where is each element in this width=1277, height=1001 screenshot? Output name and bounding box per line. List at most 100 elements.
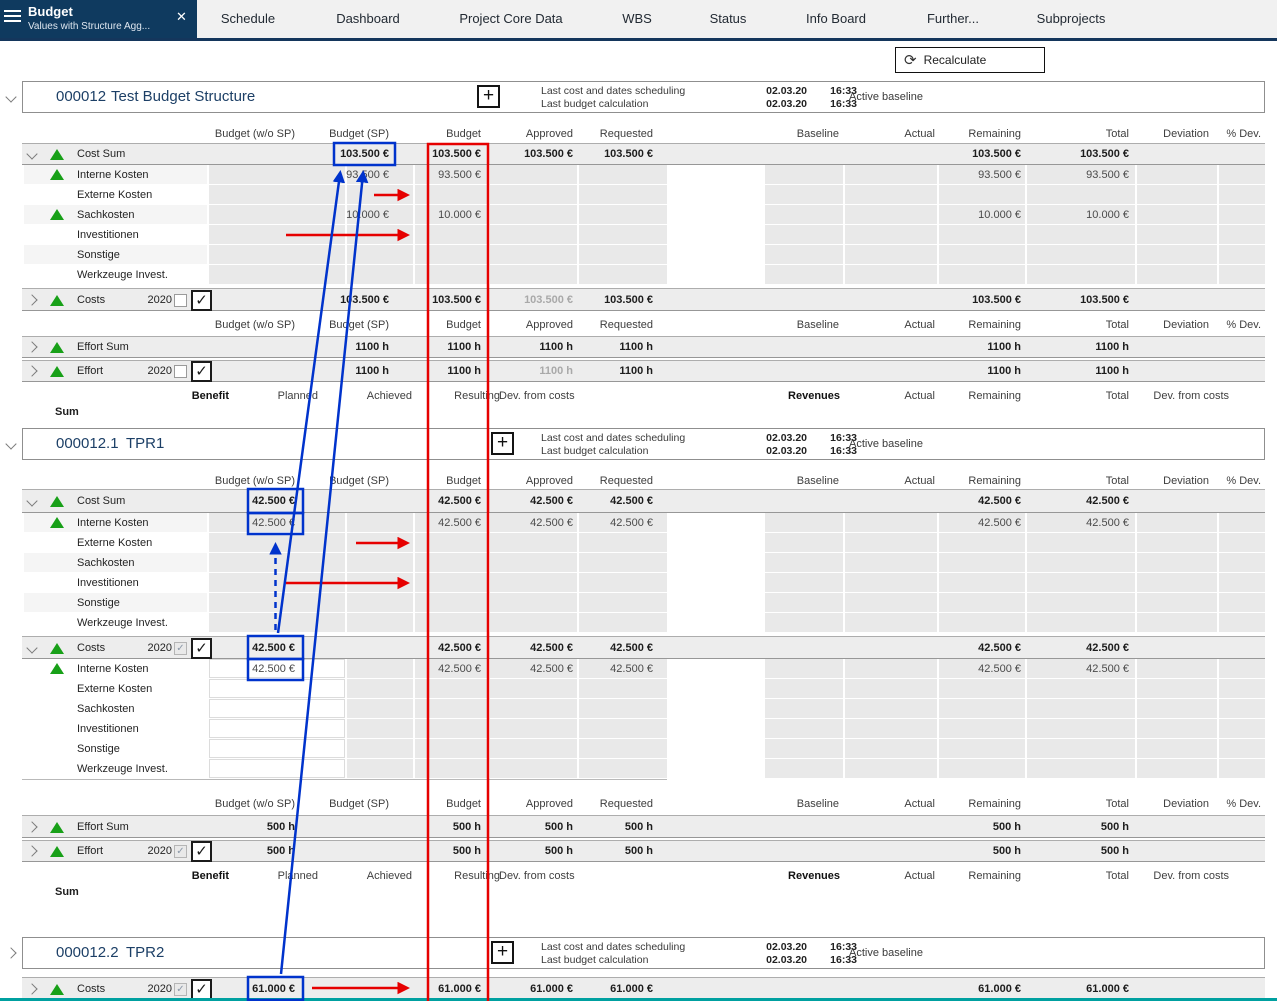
column-header-total: Total	[1105, 474, 1129, 487]
row-expand-chevron[interactable]	[26, 845, 38, 857]
cell-remaining: 93.500 €	[978, 169, 1021, 181]
cell-total: 103.500 €	[1080, 148, 1129, 160]
project-expand-chevron[interactable]	[5, 91, 17, 103]
row-expand-chevron[interactable]	[26, 495, 38, 507]
year-checkbox[interactable]: ✓	[191, 637, 212, 659]
year-checkbox[interactable]: ✓	[191, 841, 212, 862]
small-checkbox[interactable]: ✓	[174, 982, 187, 996]
small-checkbox[interactable]: ✓	[174, 641, 187, 655]
menu-icon[interactable]	[4, 10, 22, 25]
row-expand-chevron[interactable]	[26, 341, 38, 353]
row-sachkosten[interactable]: Sachkosten	[22, 553, 1265, 573]
row-cost-sum[interactable]: Cost Sum 42.500 € 42.500 € 42.500 € 42.500 €…	[22, 489, 1265, 513]
project-header-000012-1[interactable]: 000012.1 TPR1 + Last cost and dates schedul…	[22, 428, 1265, 460]
row-effort-2020[interactable]: Effort 2020 ✓ ✓ 500 h 500 h 500 h 500 h 500 h 500…	[22, 840, 1265, 862]
tab-schedule[interactable]: Schedule	[220, 11, 276, 26]
cell-remaining: 1100 h	[987, 365, 1021, 377]
row-investitionen[interactable]: Investitionen	[22, 225, 1265, 245]
row-expand-chevron[interactable]	[26, 293, 38, 306]
small-checkbox[interactable]: ✓	[174, 845, 187, 858]
cell-budget: 103.500 €	[432, 293, 481, 306]
tab-subprojects[interactable]: Subprojects	[1036, 11, 1106, 26]
row-label: Investitionen	[77, 723, 139, 735]
row-year: 2020	[147, 982, 172, 995]
cell-sp: 10.000 €	[346, 209, 389, 221]
project-expand-chevron[interactable]	[5, 438, 17, 450]
benefit-header-actual: Actual	[904, 390, 935, 402]
row-werkzeuge-invest[interactable]: Werkzeuge Invest.	[22, 613, 1265, 633]
row-year: 2020	[147, 293, 172, 306]
project-header-000012-2[interactable]: 000012.2 TPR2 + Last cost and dates schedul…	[22, 937, 1265, 969]
cell-approved: 1100 h	[539, 365, 573, 377]
row-investitionen[interactable]: Investitionen	[22, 719, 1265, 739]
trend-up-triangle-icon	[50, 517, 64, 528]
tab-project-core-data[interactable]: Project Core Data	[459, 11, 563, 26]
tab-wbs[interactable]: WBS	[622, 11, 652, 26]
row-expand-chevron[interactable]	[26, 982, 38, 995]
add-button[interactable]: +	[477, 85, 500, 108]
row-interne-kosten[interactable]: Interne Kosten 93.500 € 93.500 € 93.500 € 93…	[22, 165, 1265, 185]
row-sonstige[interactable]: Sonstige	[22, 245, 1265, 265]
project-id: 000012	[56, 88, 107, 105]
sum-label: Sum	[55, 406, 79, 418]
row-expand-chevron[interactable]	[26, 820, 38, 833]
add-button[interactable]: +	[491, 432, 514, 455]
row-effort-sum[interactable]: Effort Sum 500 h 500 h 500 h 500 h 500 h 500 h	[22, 815, 1265, 838]
row-sonstige[interactable]: Sonstige	[22, 593, 1265, 613]
column-header-baseline: Baseline	[796, 318, 839, 331]
cell-sp: 1100 h	[355, 341, 389, 353]
cell-approved: 42.500 €	[530, 495, 573, 507]
project-header-000012[interactable]: 000012 Test Budget Structure + Last cost an…	[22, 81, 1265, 113]
column-header-sp: Budget (SP)	[329, 318, 389, 331]
row-costs-2020[interactable]: Costs 2020 ✓ ✓ 61.000 €61.000 €61.000 €61.00…	[22, 977, 1265, 1000]
tab-dashboard[interactable]: Dashboard	[336, 11, 400, 26]
row-sonstige[interactable]: Sonstige	[22, 739, 1265, 759]
row-interne-kosten[interactable]: Interne Kosten 42.500 € 42.500 € 42.500 € 42…	[22, 659, 1265, 679]
row-expand-chevron[interactable]	[26, 365, 38, 377]
close-icon[interactable]: ✕	[176, 9, 187, 24]
row-sachkosten[interactable]: Sachkosten 10.000 € 10.000 € 10.000 € 10.000…	[22, 205, 1265, 225]
row-werkzeuge-invest[interactable]: Werkzeuge Invest.	[22, 265, 1265, 285]
column-header-remaining: Remaining	[968, 474, 1021, 487]
recalculate-button[interactable]: ⟳ Recalculate	[895, 47, 1045, 73]
column-header-remaining: Remaining	[968, 127, 1021, 140]
benefit-header-row: Benefit Planned Achieved Resulting Dev. from…	[22, 868, 1265, 884]
row-effort-sum[interactable]: Effort Sum 1100 h 1100 h 1100 h 1100 h 1100 h…	[22, 336, 1265, 358]
small-checkbox[interactable]	[174, 365, 187, 378]
tab-budget-active[interactable]: Budget Values with Structure Agg... ✕	[0, 0, 197, 38]
row-werkzeuge-invest[interactable]: Werkzeuge Invest.	[22, 759, 1265, 779]
benefit-header-revenues: Revenues	[788, 390, 840, 402]
cell-sp: 93.500 €	[346, 169, 389, 181]
benefit-header-planned: Planned	[277, 870, 318, 882]
cell-wosp: 42.500 €	[252, 517, 295, 529]
info-time: 16:33	[830, 941, 857, 953]
row-interne-kosten[interactable]: Interne Kosten 42.500 € 42.500 € 42.500 € 42…	[22, 513, 1265, 533]
row-externe-kosten[interactable]: Externe Kosten	[22, 185, 1265, 205]
project-expand-chevron[interactable]	[5, 947, 17, 959]
row-costs-2020[interactable]: Costs 2020 ✓ ✓ 42.500 €42.500 €42.500 €42.50…	[22, 636, 1265, 659]
info-date: 02.03.20	[766, 941, 807, 953]
column-header-total: Total	[1105, 127, 1129, 140]
row-investitionen[interactable]: Investitionen	[22, 573, 1265, 593]
row-externe-kosten[interactable]: Externe Kosten	[22, 533, 1265, 553]
row-expand-chevron[interactable]	[26, 641, 38, 654]
row-costs-2020[interactable]: Costs 2020 ✓ 103.500 € 103.500 € 103.500 € 103…	[22, 288, 1265, 311]
tab-status[interactable]: Status	[709, 11, 747, 26]
cell-remaining: 61.000 €	[978, 982, 1021, 995]
tab-info-board[interactable]: Info Board	[806, 11, 866, 26]
add-button[interactable]: +	[491, 941, 514, 964]
row-effort-2020[interactable]: Effort 2020 ✓ 1100 h 1100 h 1100 h 1100 h 1100 …	[22, 360, 1265, 382]
row-externe-kosten[interactable]: Externe Kosten	[22, 679, 1265, 699]
cell-wosp: 42.500 €	[252, 641, 295, 654]
project-id: 000012.2	[56, 944, 119, 961]
row-cost-sum[interactable]: Cost Sum 103.500 € 103.500 € 103.500 € 103.5…	[22, 143, 1265, 165]
tab-further[interactable]: Further...	[926, 11, 980, 26]
row-label: Effort	[77, 845, 104, 857]
small-checkbox[interactable]	[174, 293, 187, 307]
row-label: Externe Kosten	[77, 683, 153, 695]
year-checkbox[interactable]: ✓	[191, 361, 212, 382]
year-checkbox[interactable]: ✓	[191, 289, 212, 311]
row-expand-chevron[interactable]	[26, 148, 38, 160]
row-sachkosten[interactable]: Sachkosten	[22, 699, 1265, 719]
row-label: Externe Kosten	[77, 189, 153, 201]
